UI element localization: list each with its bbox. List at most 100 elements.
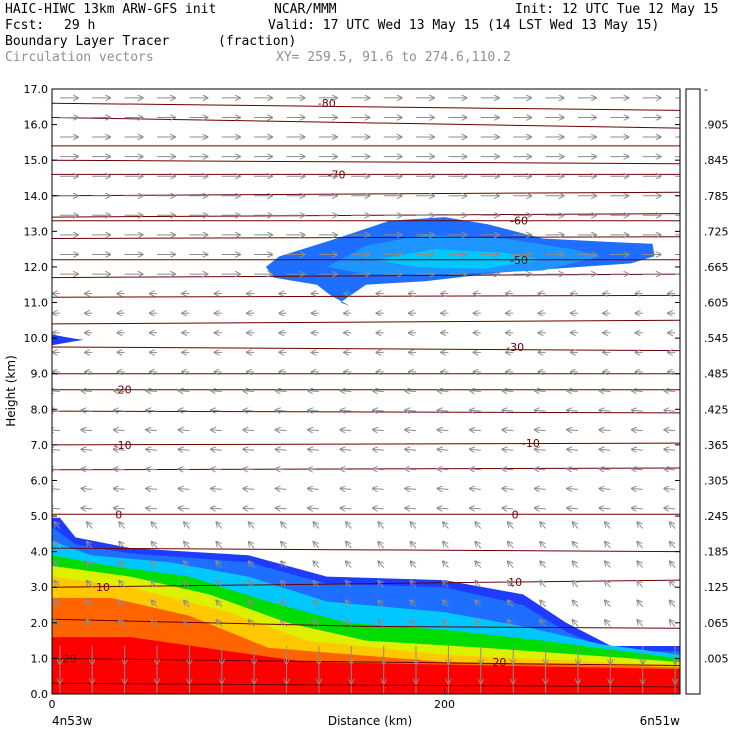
circulation-vector-192 [438, 508, 449, 509]
circulation-vector-150 [378, 542, 385, 549]
circulation-vector-136 [573, 561, 579, 569]
circulation-vector-63 [152, 620, 158, 627]
circulation-vector-118 [637, 581, 644, 588]
circulation-vector-155 [540, 542, 546, 549]
circulation-vector-106 [249, 581, 255, 588]
circulation-vector-169 [346, 522, 352, 529]
circulation-vector-205 [211, 489, 222, 490]
circulation-vector-87 [281, 601, 287, 608]
circulation-vector-318 [632, 391, 643, 392]
y-tick-label-7: 7.0 [31, 439, 49, 452]
colorbar-label-2: .125 [704, 581, 729, 594]
contour-label-21: 10 [96, 581, 110, 594]
circulation-vector-85 [216, 601, 223, 608]
circulation-vector-203 [146, 489, 158, 490]
colorbar-label-12: .725 [704, 225, 729, 238]
circulation-vector-105 [216, 581, 223, 588]
circulation-vector-99 [670, 601, 676, 608]
contour-line-5 [52, 191, 680, 197]
circulation-vector-160 [55, 522, 61, 529]
circulation-vector-124 [184, 561, 190, 569]
circulation-vector-226 [243, 469, 255, 470]
tracer-region-7 [52, 637, 680, 694]
circulation-vector-190 [373, 508, 384, 509]
circulation-vector-151 [411, 542, 417, 549]
forecast-label: Fcst: [5, 18, 45, 33]
x-tick-label-0: 0 [49, 698, 56, 711]
circulation-vector-196 [567, 508, 579, 509]
circulation-vector-103 [152, 581, 158, 588]
circulation-vector-272 [438, 430, 449, 431]
y-tick-label-11: 11.0 [24, 297, 49, 310]
circulation-vector-284 [179, 410, 190, 411]
circulation-vector-157 [605, 542, 611, 549]
circulation-vector-227 [276, 469, 287, 470]
circulation-vector-263 [146, 430, 158, 431]
circulation-vector-209 [341, 489, 352, 490]
x-axis-left-end-label: 4n53w [52, 714, 93, 728]
circulation-vector-258 [632, 449, 643, 450]
circulation-vector-96 [573, 601, 579, 608]
circulation-vector-130 [378, 561, 385, 569]
tracer-region-8 [52, 334, 84, 346]
circulation-vector-278 [632, 430, 643, 431]
circulation-vector-108 [314, 581, 320, 588]
circulation-vector-281 [81, 410, 93, 411]
circulation-vector-189 [341, 508, 352, 509]
circulation-vector-176 [573, 522, 579, 529]
contour-line-20 [52, 547, 680, 553]
circulation-vector-287 [276, 410, 287, 411]
circulation-vector-290 [373, 410, 384, 411]
circulation-vector-261 [81, 430, 93, 431]
contour-line-11 [52, 294, 680, 298]
circulation-vector-306 [243, 391, 255, 392]
contour-line-13 [52, 346, 680, 352]
circulation-vector-125 [216, 561, 223, 569]
circulation-vector-140 [55, 542, 61, 549]
org-label: NCAR/MMM [274, 2, 337, 17]
circulation-vector-121 [87, 561, 93, 569]
circulation-vector-180 [52, 508, 60, 509]
contour-label-15: -20 [114, 384, 132, 397]
colorbar-label-13: .785 [704, 190, 729, 203]
contour-line-1 [52, 117, 680, 129]
model-title: HAIC-HIWC 13km ARW-GFS init [5, 2, 217, 17]
circulation-vector-249 [341, 449, 352, 450]
circulation-vector-255 [535, 449, 546, 450]
circulation-vector-79 [670, 620, 676, 627]
circulation-vector-235 [535, 469, 546, 470]
circulation-vector-layer [52, 98, 680, 694]
circulation-vector-83 [152, 601, 158, 608]
circulation-vector-188 [308, 508, 319, 509]
circulation-vector-80 [55, 601, 61, 608]
circulation-vector-135 [540, 561, 546, 569]
circulation-vector-295 [535, 410, 546, 411]
circulation-vector-230 [373, 469, 384, 470]
x-axis-right-end-label: 6n51w [640, 714, 681, 728]
circulation-vector-92 [443, 601, 449, 608]
circulation-vector-74 [508, 620, 514, 627]
y-tick-label-8: 8.0 [31, 403, 49, 416]
y-tick-label-9: 9.0 [31, 368, 49, 381]
circulation-vector-119 [670, 581, 676, 588]
circulation-vector-104 [184, 581, 190, 588]
circulation-vector-132 [443, 561, 449, 569]
circulation-vector-211 [405, 489, 417, 490]
circulation-vector-186 [243, 508, 255, 509]
colorbar-label-8: .485 [704, 368, 729, 381]
circulation-vector-300 [52, 391, 60, 392]
circulation-vector-178 [637, 522, 644, 529]
plot-frame [51, 88, 681, 695]
circulation-vector-252 [438, 449, 449, 450]
circulation-vector-218 [632, 489, 643, 490]
contour-line-3 [52, 159, 680, 165]
circulation-vector-149 [346, 542, 352, 549]
y-axis: 0.0 1.0 2.0 3.0 4.0 5.0 6.0 7.0 8.0 9.0 10.0 11.0 12… [24, 83, 680, 701]
field-units: (fraction) [218, 34, 297, 49]
circulation-vector-301 [81, 391, 93, 392]
circulation-vector-184 [179, 508, 190, 509]
circulation-vector-162 [119, 522, 125, 529]
circulation-vector-253 [470, 449, 481, 450]
tracer-fill-layer [52, 217, 680, 694]
circulation-vector-305 [211, 391, 222, 392]
